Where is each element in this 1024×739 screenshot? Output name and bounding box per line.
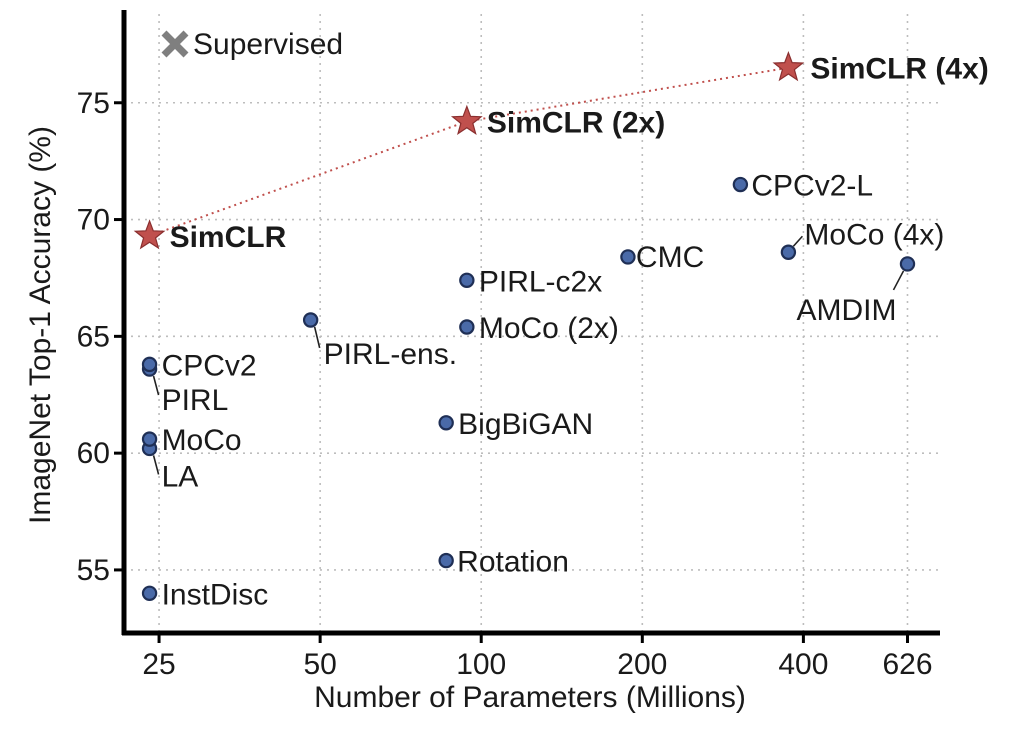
legend-layer: Supervised [161, 28, 343, 61]
x-tick-label: 50 [303, 648, 336, 681]
point-label-cpcv2-l: CPCv2-L [751, 170, 873, 203]
point-label-pirl-c2x: PIRL-c2x [479, 265, 602, 298]
point-label-instdisc: InstDisc [162, 578, 269, 611]
simclr-trend-line [149, 66, 789, 237]
y-tick-label: 70 [77, 204, 110, 237]
marker-layer [133, 51, 916, 601]
label-leader-pirl [152, 375, 160, 396]
point-marker-bigbigan [438, 415, 454, 431]
x-tick-label: 200 [617, 648, 667, 681]
y-tick-label: 60 [77, 437, 110, 470]
point-label-bigbigan: BigBiGAN [458, 408, 593, 441]
point-label-cpcv2: CPCv2 [162, 349, 257, 382]
label-leader-amdim [892, 270, 905, 291]
point-marker-pirl-ens [302, 312, 319, 328]
point-marker-pirl-c2x [459, 272, 475, 288]
label-leader-moco-4x [792, 235, 803, 247]
grid-layer [124, 14, 940, 633]
x-tick-label: 100 [456, 648, 506, 681]
axis-layer: 25 50 100 200 400 626 55 60 65 70 75 [77, 10, 940, 681]
y-tick-label: 65 [77, 320, 110, 353]
point-marker-instdisc [141, 585, 158, 601]
point-marker-cpcv2 [141, 356, 158, 373]
label-leader-pirl-ens [313, 326, 321, 349]
star-marker-simclr-2x [450, 104, 483, 135]
point-label-rotation: Rotation [457, 546, 569, 579]
point-marker-moco-4x [780, 244, 797, 260]
y-tick-label: 75 [77, 87, 110, 120]
x-tick-label: 25 [142, 648, 175, 681]
point-label-pirl: PIRL [162, 384, 229, 417]
point-label-simclr-2x: SimCLR (2x) [487, 106, 665, 139]
point-marker-amdim [899, 256, 916, 272]
point-label-simclr-4x: SimCLR (4x) [810, 53, 988, 86]
x-tick-label: 400 [778, 648, 828, 681]
point-label-moco: MoCo [162, 424, 242, 457]
y-axis-label: ImageNet Top-1 Accuracy (%) [24, 126, 57, 524]
label-leader-la [152, 455, 160, 475]
point-label-amdim: AMDIM [796, 294, 896, 327]
point-marker-moco-2x [459, 319, 475, 335]
point-label-simclr: SimCLR [170, 221, 287, 254]
point-label-la: LA [162, 460, 199, 493]
legend-label: Supervised [193, 28, 343, 61]
trend-layer [149, 66, 789, 237]
point-label-moco-4x: MoCo (4x) [804, 218, 944, 251]
point-label-pirl-ens: PIRL-ens. [324, 338, 457, 371]
star-marker-simclr [133, 219, 166, 250]
x-tick-label: 626 [882, 648, 932, 681]
y-tick-label: 55 [77, 554, 110, 587]
point-marker-cpcv2-l [732, 176, 749, 193]
x-axis-label: Number of Parameters (Millions) [314, 681, 746, 714]
star-marker-simclr-4x [772, 51, 805, 82]
point-marker-moco [141, 431, 158, 447]
point-label-moco-2x: MoCo (2x) [479, 312, 619, 345]
legend-x-marker [161, 30, 189, 58]
leader-layer [152, 235, 905, 475]
point-marker-cmc [620, 249, 636, 265]
point-marker-rotation [438, 552, 454, 569]
point-label-cmc: CMC [636, 241, 704, 274]
